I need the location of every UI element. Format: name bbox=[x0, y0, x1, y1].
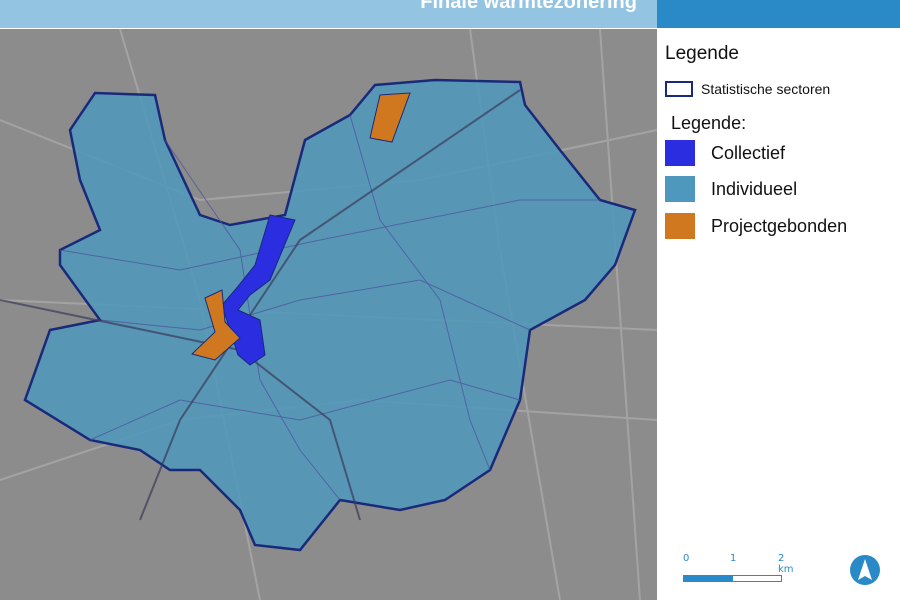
zone-projectgebonden-north bbox=[369, 92, 411, 143]
legend-item-collectief: Collectief bbox=[665, 140, 785, 166]
projectgebonden-swatch bbox=[665, 213, 695, 239]
legend-item-projectgebonden: Projectgebonden bbox=[665, 213, 847, 239]
header-accent bbox=[657, 0, 900, 28]
zone-collectief bbox=[221, 214, 296, 366]
scale-label-0: 0 bbox=[683, 553, 690, 564]
north-arrow-icon bbox=[850, 555, 880, 585]
sector-boundaries bbox=[59, 114, 600, 501]
page-title: Finale warmtezonering bbox=[420, 0, 637, 13]
zone-projectgebonden-center bbox=[191, 289, 241, 361]
legend-title: Legende bbox=[665, 43, 739, 64]
scale-label-2: 2 km bbox=[778, 553, 794, 575]
legend-item-sectors: Statistische sectoren bbox=[665, 81, 830, 97]
legend-label: Collectief bbox=[711, 142, 786, 163]
legend-subtitle-text: Legende: bbox=[671, 113, 747, 133]
legend-label: Projectgebonden bbox=[711, 215, 848, 236]
zone-individueel bbox=[23, 78, 637, 552]
legend-subtitle: Legende: bbox=[671, 113, 746, 134]
legend-item-individueel: Individueel bbox=[665, 176, 797, 202]
scale-bar-graphic bbox=[683, 575, 782, 582]
header-bar: Finale warmtezonering bbox=[0, 0, 657, 28]
scale-label-1: 1 bbox=[730, 553, 737, 564]
legend-label: Statistische sectoren bbox=[701, 81, 831, 97]
collectief-swatch bbox=[665, 140, 695, 166]
legend-panel: Legende Statistische sectoren Legende: C… bbox=[657, 29, 900, 600]
map-view[interactable] bbox=[0, 29, 657, 600]
outline-swatch bbox=[665, 81, 693, 97]
individueel-swatch bbox=[665, 176, 695, 202]
legend-label: Individueel bbox=[711, 178, 798, 199]
map-canvas bbox=[0, 29, 657, 600]
